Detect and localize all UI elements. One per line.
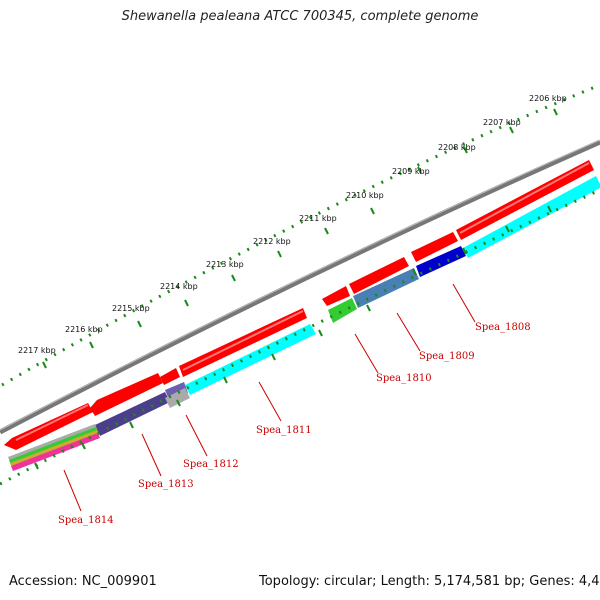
feature-bands <box>8 176 600 471</box>
gene-arrow <box>160 368 180 385</box>
ruler-labels: 2206 kbp 2207 kbp 2208 kbp 2209 kbp 2210… <box>18 94 567 355</box>
gene-label[interactable]: Spea_1811 <box>256 425 312 436</box>
kbp-label: 2211 kbp <box>299 214 337 223</box>
inner-ruler-dots <box>0 188 600 486</box>
gene-label[interactable]: Spea_1813 <box>138 479 194 490</box>
gene-label[interactable]: Spea_1810 <box>376 373 432 384</box>
gene-label[interactable]: Spea_1814 <box>58 515 114 526</box>
kbp-label: 2209 kbp <box>392 167 430 176</box>
kbp-label: 2207 kbp <box>483 118 521 127</box>
backbone-track <box>0 139 600 435</box>
gene-label[interactable]: Spea_1809 <box>419 351 475 362</box>
gene-arrow <box>4 403 93 450</box>
gene-label[interactable]: Spea_1812 <box>183 459 239 470</box>
gene-arrow <box>349 257 409 294</box>
map-title: Shewanella pealeana ATCC 700345, complet… <box>121 9 479 24</box>
kbp-label: 2215 kbp <box>112 304 150 313</box>
inner-ruler-ticks <box>34 205 552 470</box>
kbp-label: 2206 kbp <box>529 94 567 103</box>
genome-info-text: Topology: circular; Length: 5,174,581 bp… <box>259 574 600 589</box>
kbp-label: 2208 kbp <box>438 143 476 152</box>
band-multi <box>11 433 100 471</box>
gene-arrows-red <box>4 160 594 450</box>
gene-arrow <box>411 232 458 262</box>
band-cyan <box>463 176 600 258</box>
kbp-label: 2210 kbp <box>346 191 384 200</box>
accession-text: Accession: NC_009901 <box>9 574 157 589</box>
band-green <box>328 298 357 323</box>
kbp-label: 2214 kbp <box>160 282 198 291</box>
band-blue <box>416 246 466 277</box>
gene-labels: Spea_1808 Spea_1809 Spea_1810 Spea_1811 … <box>58 322 531 526</box>
gene-callout-lines <box>63 283 476 512</box>
gene-label[interactable]: Spea_1808 <box>475 322 531 333</box>
band-grey <box>165 388 190 408</box>
outer-ruler-ticks <box>42 108 558 369</box>
gene-arrow <box>90 373 163 416</box>
band-cyan <box>185 324 316 395</box>
kbp-label: 2217 kbp <box>18 346 56 355</box>
gene-arrow <box>322 286 350 306</box>
band-steelblue <box>353 268 419 308</box>
kbp-label: 2216 kbp <box>65 325 103 334</box>
band-indigo <box>95 392 170 436</box>
kbp-label: 2213 kbp <box>206 260 244 269</box>
kbp-label: 2212 kbp <box>253 237 291 246</box>
